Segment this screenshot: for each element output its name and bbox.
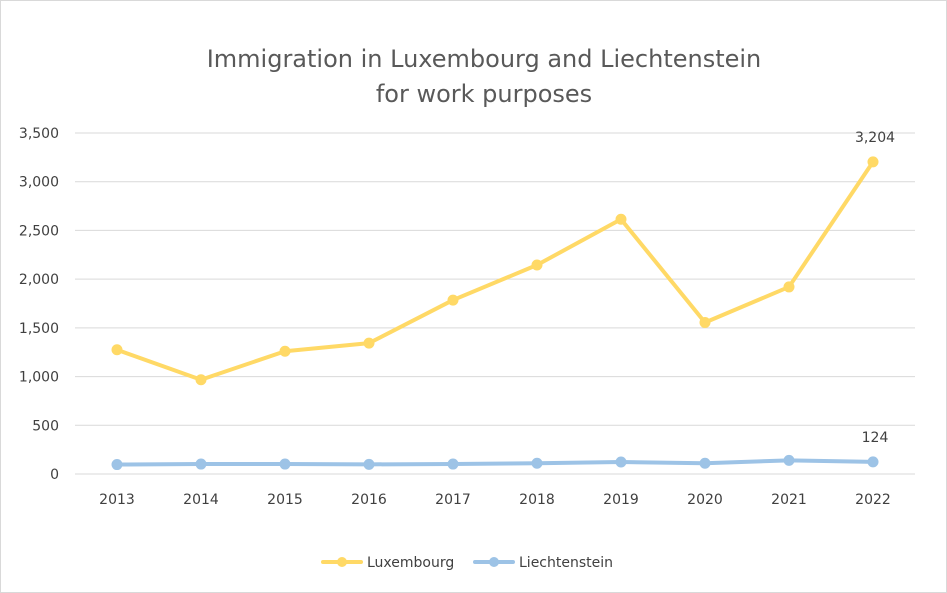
x-tick-label: 2019 (603, 492, 639, 508)
data-point-liechtenstein (279, 458, 291, 470)
data-point-liechtenstein (363, 458, 375, 470)
y-tick-label: 3,500 (19, 126, 59, 142)
x-tick-label: 2013 (99, 492, 135, 508)
x-tick-label: 2016 (351, 492, 387, 508)
data-labels: 3,204 124 (855, 130, 895, 446)
legend-marker-liechtenstein (489, 557, 499, 567)
data-point-luxembourg (699, 316, 711, 328)
y-tick-label: 2,000 (19, 272, 59, 288)
data-point-liechtenstein (447, 458, 459, 470)
data-point-luxembourg (615, 213, 627, 225)
chart-title-line-2: for work purposes (376, 80, 592, 108)
legend-label-liechtenstein: Liechtenstein (519, 555, 613, 571)
data-point-liechtenstein (699, 457, 711, 469)
chart-title-line-1: Immigration in Luxembourg and Liechtenst… (207, 45, 762, 73)
x-tick-label: 2017 (435, 492, 471, 508)
x-tick-label: 2018 (519, 492, 555, 508)
data-point-luxembourg (783, 281, 795, 293)
y-tick-label: 1,000 (19, 370, 59, 386)
series-line-liechtenstein (115, 458, 875, 467)
data-point-liechtenstein (867, 456, 879, 468)
data-point-liechtenstein (615, 456, 627, 468)
series-group (111, 156, 879, 471)
data-point-luxembourg (867, 156, 879, 168)
data-point-liechtenstein (531, 457, 543, 469)
y-tick-label: 500 (32, 418, 59, 434)
data-point-luxembourg (363, 337, 375, 349)
y-tick-label: 0 (50, 467, 59, 483)
x-axis-ticks: 2013 2014 2015 2016 2017 2018 2019 2020 2021 2022 (99, 492, 891, 508)
x-tick-label: 2022 (855, 492, 891, 508)
data-point-liechtenstein (195, 458, 207, 470)
y-tick-label: 3,000 (19, 175, 59, 191)
gridlines (75, 132, 915, 475)
data-point-liechtenstein (111, 459, 123, 471)
x-tick-label: 2015 (267, 492, 303, 508)
data-point-luxembourg (447, 294, 459, 306)
data-point-luxembourg (531, 259, 543, 271)
data-point-liechtenstein (783, 454, 795, 466)
x-tick-label: 2014 (183, 492, 219, 508)
data-label-luxembourg: 3,204 (855, 130, 895, 146)
data-point-luxembourg (111, 344, 123, 356)
legend-marker-luxembourg (337, 557, 347, 567)
x-tick-label: 2021 (771, 492, 807, 508)
legend: Luxembourg Liechtenstein (321, 555, 613, 571)
data-label-liechtenstein: 124 (862, 430, 889, 446)
series-line-luxembourg (115, 159, 875, 382)
y-axis-ticks: 0 500 1,000 1,500 2,000 2,500 3,000 3,500 (19, 126, 59, 483)
y-tick-label: 1,500 (19, 321, 59, 337)
y-tick-label: 2,500 (19, 223, 59, 239)
x-tick-label: 2020 (687, 492, 723, 508)
legend-label-luxembourg: Luxembourg (367, 555, 454, 571)
data-point-luxembourg (279, 345, 291, 357)
data-point-luxembourg (195, 374, 207, 386)
